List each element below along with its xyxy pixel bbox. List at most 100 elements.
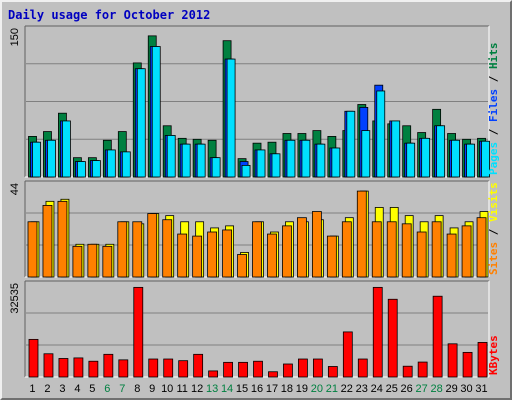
x-tick-label: 1 <box>29 383 35 395</box>
kbytes-bar <box>327 366 338 378</box>
kbytes-bar <box>342 331 353 378</box>
sites-bar <box>267 233 277 278</box>
visits-sites-panel: 44 Sites / Visits <box>9 180 500 278</box>
visits-sites-ymax-label: 44 <box>9 183 21 195</box>
x-tick-label: 2 <box>44 383 50 395</box>
x-tick-label: 22 <box>341 383 353 395</box>
chart-panels: 150 Pages / Files / Hits 44 Sites / Visits 3… <box>9 25 500 378</box>
x-tick-label: 10 <box>161 383 173 395</box>
sites-bar <box>401 223 412 278</box>
sites-bar <box>57 200 68 278</box>
x-tick-label: 7 <box>119 383 125 395</box>
visits-sites-axis-label: Sites / Visits <box>487 182 500 275</box>
pages-bar <box>421 137 431 178</box>
pages-bar <box>361 130 371 178</box>
x-tick-label: 23 <box>356 383 368 395</box>
pages-bar <box>331 147 341 178</box>
pages-bar <box>301 139 311 178</box>
pages-bar <box>316 143 326 178</box>
pages-bar <box>241 164 251 178</box>
kbytes-bar <box>73 357 84 378</box>
sites-bar <box>446 233 457 278</box>
sites-bar <box>356 190 367 278</box>
pages-bar <box>481 140 490 178</box>
kbytes-bar <box>238 361 248 378</box>
kbytes-bar <box>477 342 488 378</box>
kbytes-bar <box>447 343 458 378</box>
x-tick-label: 3 <box>59 383 65 395</box>
pages-bar <box>91 160 101 178</box>
hits-files-pages-panel: 150 Pages / Files / Hits <box>9 25 500 178</box>
x-tick-label: 20 <box>311 383 323 395</box>
visits-sites-axis-label-visits: Visits <box>487 182 500 222</box>
pages-bar <box>436 125 446 178</box>
hits-files-pages-axis-label-pages: Pages <box>487 142 500 175</box>
x-tick-label: 4 <box>74 383 80 395</box>
pages-bar <box>47 139 56 178</box>
hits-files-pages-axis-label-separator: / <box>487 69 500 89</box>
kbytes-bar <box>357 358 368 378</box>
kbytes-bar <box>462 351 473 378</box>
kbytes-panel: 32535 KBytes <box>9 280 500 378</box>
sites-bar <box>326 235 337 278</box>
kbytes-bar <box>43 353 54 378</box>
x-tick-label: 26 <box>401 383 413 395</box>
pages-bar <box>106 149 116 178</box>
sites-bar <box>282 225 292 278</box>
pages-bar <box>32 141 41 178</box>
sites-bar <box>431 221 442 278</box>
pages-bar <box>166 135 176 178</box>
x-tick-label: 8 <box>134 383 140 395</box>
sites-bar <box>162 219 173 278</box>
x-tick-label: 15 <box>236 383 248 395</box>
pages-bar <box>77 161 86 178</box>
kbytes-bar <box>133 286 144 378</box>
sites-bar <box>132 221 143 278</box>
kbytes-bar <box>178 360 189 378</box>
x-tick-label: 31 <box>475 383 487 395</box>
pages-bar <box>226 58 236 178</box>
kbytes-bar <box>193 353 204 378</box>
kbytes-bar <box>312 358 323 378</box>
kbytes-bar <box>298 358 308 378</box>
pages-bar <box>466 143 475 178</box>
sites-bar <box>72 245 83 278</box>
kbytes-bar <box>372 286 383 378</box>
kbytes-bar <box>28 338 39 378</box>
x-tick-label: 13 <box>206 383 218 395</box>
pages-bar <box>346 110 356 178</box>
x-tick-label: 12 <box>191 383 203 395</box>
pages-bar <box>286 139 296 178</box>
x-tick-label: 17 <box>266 383 278 395</box>
sites-bar <box>102 245 113 278</box>
kbytes-bar <box>283 363 293 378</box>
kbytes-bar <box>417 361 428 378</box>
sites-bar <box>27 221 38 278</box>
pages-bar <box>271 153 281 178</box>
x-tick-label: 5 <box>89 383 95 395</box>
pages-bar <box>62 120 71 178</box>
hits-files-pages-ymax-label: 150 <box>9 28 21 46</box>
hits-files-pages-axis-label-files: Files <box>487 89 500 122</box>
sites-bar <box>252 221 262 278</box>
kbytes-axis-label-kbytes: KBytes <box>487 335 500 375</box>
x-tick-label: 27 <box>416 383 428 395</box>
visits-sites-axis-label-separator: / <box>487 222 500 242</box>
x-tick-label: 11 <box>176 383 187 395</box>
visits-sites-axis-label-sites: Sites <box>487 242 500 275</box>
pages-bar <box>391 120 401 178</box>
kbytes-bar <box>88 360 99 378</box>
x-tick-label: 28 <box>430 383 442 395</box>
pages-bar <box>136 68 146 178</box>
sites-bar <box>222 229 232 278</box>
pages-bar <box>211 157 221 178</box>
kbytes-bar <box>118 359 129 378</box>
sites-bar <box>297 217 307 278</box>
x-tick-label: 6 <box>104 383 110 395</box>
hits-files-pages-axis-label-hits: Hits <box>487 43 500 70</box>
sites-bar <box>371 221 382 278</box>
kbytes-bar <box>387 298 398 378</box>
kbytes-bar <box>163 358 174 378</box>
x-tick-label: 16 <box>251 383 263 395</box>
